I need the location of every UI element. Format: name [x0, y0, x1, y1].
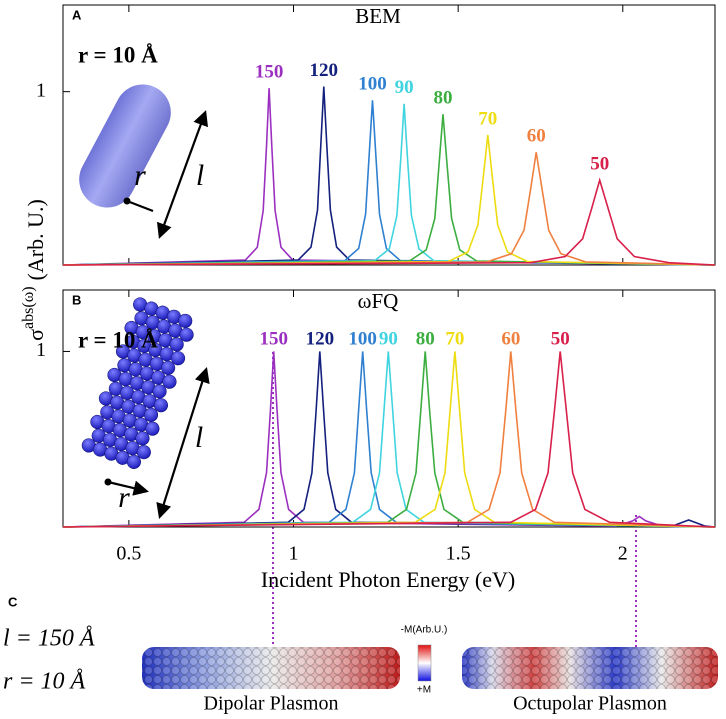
legend-label: 90 — [379, 328, 398, 349]
y-tick-label: 1 — [36, 79, 46, 101]
y-label-sup: abs(ω) — [20, 286, 37, 329]
legend-label: 70 — [445, 328, 464, 349]
panel-label: A — [72, 7, 82, 22]
legend-label: 80 — [416, 328, 435, 349]
panel-label: C — [8, 594, 18, 609]
legend-label: 80 — [434, 88, 453, 109]
legend-label: 150 — [259, 328, 288, 349]
legend-label: 60 — [501, 328, 520, 349]
legend-label: 120 — [310, 60, 339, 81]
length-label: l = 150 Å — [3, 626, 95, 652]
atom — [126, 454, 141, 469]
series-line — [62, 86, 716, 266]
plot-frame — [62, 289, 716, 528]
y-axis-label: σabs(ω) (Arb. U.) — [20, 199, 48, 341]
plot-frame — [62, 4, 716, 266]
colorbar-label: -M(Arb.U.) — [401, 625, 448, 636]
legend-label: 120 — [306, 328, 335, 349]
legend-label: 50 — [551, 328, 570, 349]
arrows — [104, 367, 210, 519]
y-tick-label: 1 — [36, 339, 46, 361]
mode-label: Octupolar Plasmon — [513, 693, 667, 715]
colorbar-label: +M — [417, 685, 431, 696]
colorbar — [417, 644, 432, 682]
atom — [135, 431, 150, 446]
legend-label: 150 — [255, 62, 284, 83]
series-line — [62, 103, 716, 266]
annotation: r = 10 Å — [78, 42, 158, 67]
series-line — [62, 351, 716, 528]
x-tick-label: 1 — [289, 543, 299, 565]
atom — [178, 313, 193, 328]
series-line — [62, 134, 716, 266]
legend-label: 100 — [358, 74, 387, 95]
inset-label: r — [134, 159, 146, 192]
mode-label: Dipolar Plasmon — [204, 693, 339, 715]
series-line — [62, 351, 716, 528]
legend-label: 60 — [527, 126, 546, 147]
panel-title: ωFQ — [358, 289, 399, 313]
legend-label: 70 — [478, 108, 497, 129]
legend-label: 50 — [590, 153, 609, 174]
x-tick-label: 2 — [618, 543, 628, 565]
series-line — [62, 88, 716, 266]
inset-label: l — [195, 421, 203, 454]
series-line — [62, 100, 716, 266]
x-tick-label: 0.5 — [116, 543, 141, 565]
inset-label: l — [196, 159, 204, 192]
capsule-inset — [79, 84, 208, 239]
inset-label: r — [118, 481, 130, 514]
series-line — [62, 351, 716, 528]
x-axis-label: Incident Photon Energy (eV) — [261, 567, 515, 592]
series-line — [62, 351, 716, 528]
y-label-unit: (Arb. U.) — [23, 199, 48, 280]
series-line — [62, 152, 716, 266]
series-line — [62, 177, 716, 266]
series-line — [62, 351, 716, 528]
atom — [169, 337, 184, 352]
panel-title: BEM — [355, 4, 401, 28]
dipolar-rod — [142, 647, 400, 689]
series-line — [62, 351, 716, 528]
radius-label: r = 10 Å — [3, 669, 86, 695]
series-line — [62, 351, 716, 528]
legend-label: 90 — [395, 77, 414, 98]
x-tick-label: 1.5 — [446, 543, 471, 565]
octupolar-rod — [462, 647, 718, 689]
annotation: r = 10 Å — [78, 327, 158, 352]
atom — [179, 327, 194, 342]
atom — [136, 445, 151, 460]
legend-label: 100 — [348, 328, 377, 349]
y-label-base: σ — [23, 329, 48, 341]
panel-label: B — [72, 292, 81, 307]
atom — [170, 351, 186, 366]
